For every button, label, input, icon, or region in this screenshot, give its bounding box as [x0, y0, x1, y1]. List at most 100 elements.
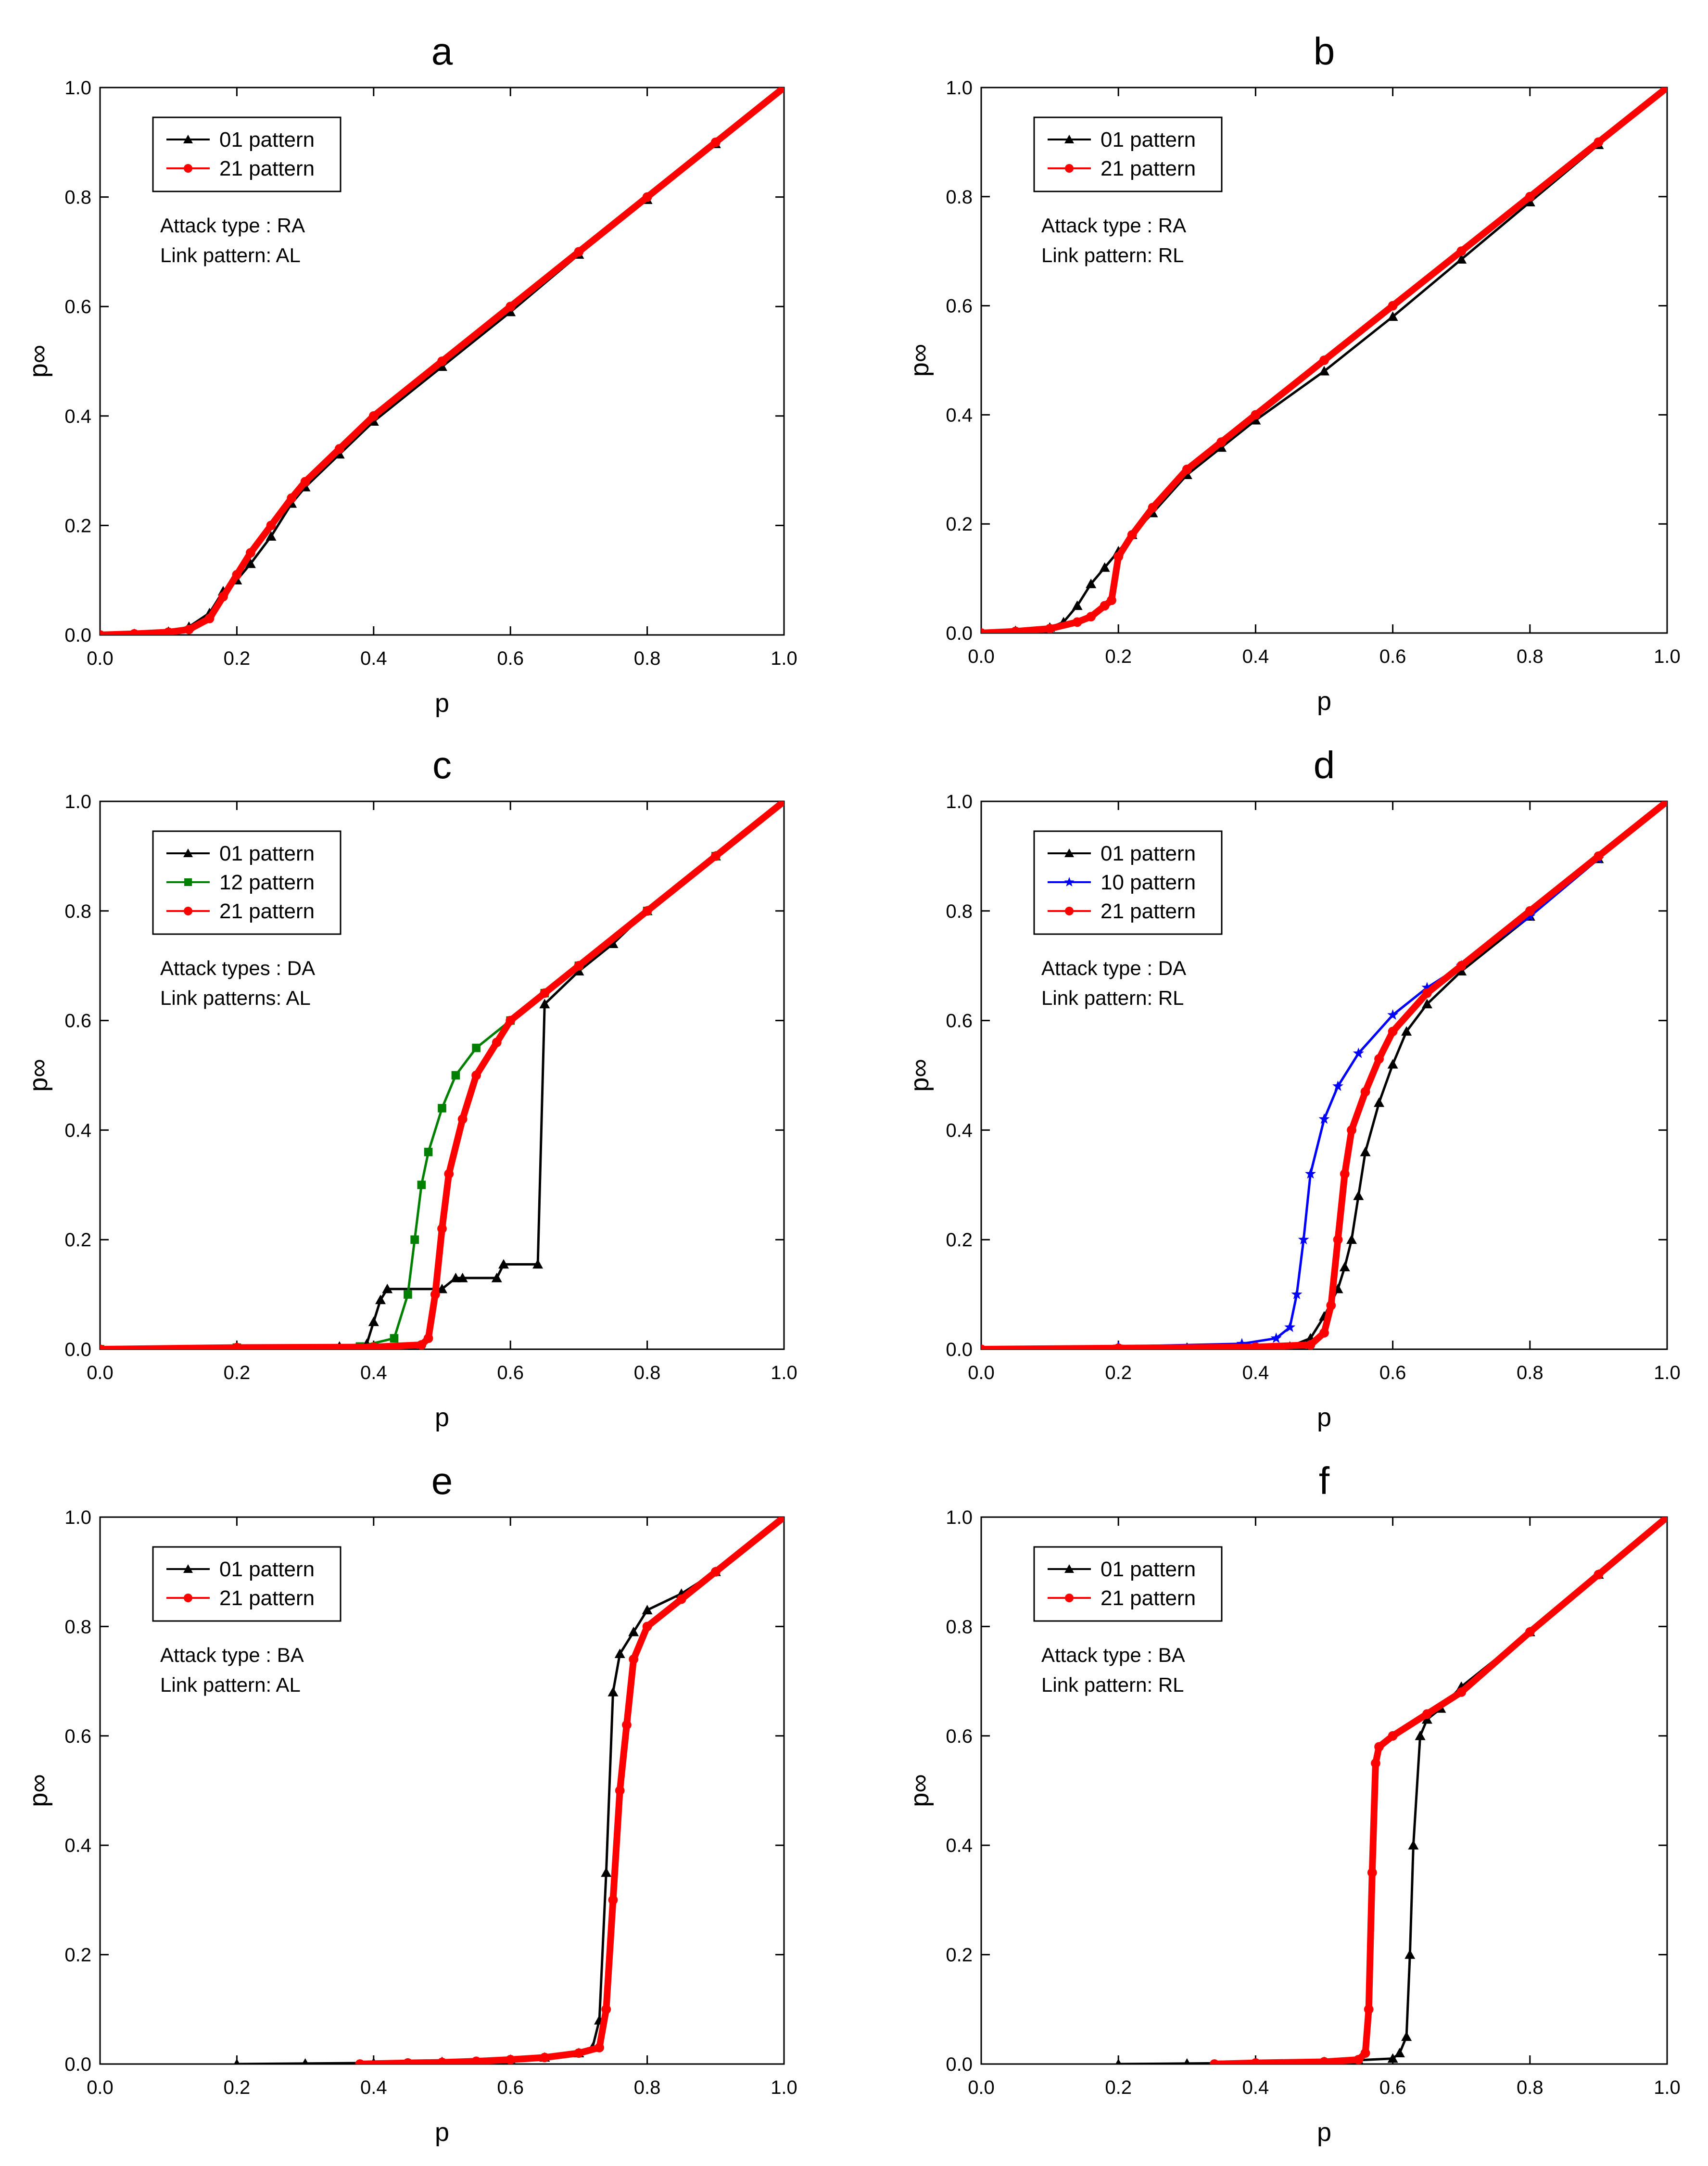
data-point [403, 2058, 413, 2064]
data-point [1525, 191, 1535, 202]
data-point [1113, 552, 1124, 562]
data-point [1387, 311, 1398, 321]
data-point [450, 1272, 461, 1282]
data-point [1456, 961, 1467, 971]
data-point [1415, 1730, 1426, 1740]
data-point [1371, 1758, 1380, 1768]
legend-marker [183, 849, 193, 857]
legend-label: 21 pattern [1101, 899, 1196, 923]
legend-label: 01 pattern [1101, 842, 1196, 865]
data-point [506, 302, 516, 312]
legend-label: 12 pattern [219, 871, 315, 894]
data-point [1115, 2059, 1122, 2064]
x-tick-label: 0.2 [1105, 646, 1132, 667]
legend-label: 01 pattern [1101, 1558, 1196, 1581]
legend-marker [184, 878, 192, 886]
data-point [1367, 1868, 1377, 1877]
data-point [710, 1567, 721, 1577]
x-tick-label: 0.2 [1105, 2077, 1132, 2098]
annotation-line: Attack type : BA [1041, 1644, 1185, 1666]
data-point [1387, 1059, 1398, 1069]
data-point [1319, 2057, 1329, 2064]
y-tick-label: 0.6 [946, 1011, 973, 1032]
data-point [457, 1272, 468, 1282]
data-point [1209, 2059, 1219, 2064]
legend: 01 pattern 10 pattern 21 pattern [1033, 830, 1223, 935]
data-point [1182, 464, 1192, 474]
data-point [1251, 1342, 1261, 1349]
panel-d: d 0.0 0.2 0.4 0.6 0.8 1.0 0.0 0.2 0.4 0.6 0.8 1.0 p p∞… [905, 744, 1681, 1432]
panel-a: a 0.0 0.2 0.4 0.6 0.8 1.0 0.0 0.2 0.4 0.6 0.8 1.0 p p∞… [24, 30, 797, 718]
data-point [1662, 1517, 1667, 1522]
data-point [437, 1283, 447, 1293]
data-point [1250, 415, 1261, 425]
legend-label: 01 pattern [1101, 128, 1196, 152]
data-point [1072, 600, 1083, 610]
x-tick-label: 0.2 [224, 648, 251, 669]
data-point [608, 1895, 618, 1905]
series-layer [100, 88, 784, 635]
legend-label: 21 pattern [219, 1586, 315, 1610]
legend: 01 pattern 21 pattern [152, 116, 342, 192]
y-tick-label: 0.8 [946, 1616, 973, 1637]
data-point [1388, 301, 1398, 311]
data-point [234, 2059, 240, 2064]
legend: 01 pattern 21 pattern [152, 1546, 342, 1622]
legend-label: 21 pattern [1101, 1586, 1196, 1610]
legend-marker [1065, 164, 1074, 173]
x-tick-label: 0.2 [1105, 1362, 1132, 1383]
data-point [492, 1038, 502, 1048]
y-tick-label: 0.6 [946, 296, 973, 317]
legend-box [1033, 1546, 1223, 1622]
data-point [573, 966, 584, 975]
y-tick-label: 0.2 [946, 1229, 973, 1251]
data-point [1421, 982, 1433, 992]
data-point [437, 361, 447, 371]
data-point [676, 1594, 686, 1604]
x-tick-label: 0.8 [1517, 646, 1544, 667]
data-point [437, 356, 447, 366]
x-tick-label: 0.6 [497, 1362, 524, 1383]
x-tick-label: 0.0 [968, 2077, 995, 2098]
y-tick-label: 1.0 [946, 1507, 973, 1528]
x-axis-label: p [1317, 1403, 1331, 1432]
data-point [498, 1259, 509, 1269]
x-axis: 0.0 0.2 0.4 0.6 0.8 1.0 [87, 88, 797, 669]
legend-label: 21 pattern [1101, 157, 1196, 180]
x-axis: 0.0 0.2 0.4 0.6 0.8 1.0 [968, 1517, 1681, 2098]
data-point [430, 1290, 440, 1300]
series-layer [1115, 1517, 1667, 2064]
data-point [1319, 1328, 1329, 1338]
series-layer [100, 801, 784, 1349]
y-tick-label: 1.0 [64, 77, 91, 99]
data-point [1100, 601, 1110, 611]
legend-box [1033, 116, 1223, 192]
data-point [1298, 1234, 1309, 1244]
y-tick-label: 1.0 [946, 791, 973, 812]
y-tick-label: 0.0 [64, 1339, 91, 1360]
annotation-line: Attack type : BA [160, 1644, 304, 1666]
panel-title: e [431, 1459, 453, 1502]
data-point [574, 2048, 584, 2058]
x-axis-label: p [435, 2118, 449, 2147]
data-point [539, 999, 550, 1009]
y-tick-label: 0.8 [946, 901, 973, 922]
data-point [1388, 1731, 1398, 1741]
y-axis-label: p∞ [24, 1774, 53, 1807]
data-point [1127, 530, 1137, 540]
data-point [423, 1333, 433, 1343]
data-point [1305, 1340, 1316, 1349]
data-point [300, 477, 310, 487]
data-point [614, 1648, 625, 1659]
data-point [622, 1720, 632, 1730]
plot-frame [980, 87, 1668, 634]
data-point [1236, 1338, 1248, 1349]
data-point [574, 961, 584, 971]
data-point [1011, 626, 1021, 633]
x-axis-label: p [435, 689, 449, 718]
y-axis-label: p∞ [905, 1059, 934, 1092]
annotation: Attack type : BA Link pattern: RL [1041, 1644, 1185, 1696]
x-tick-label: 1.0 [1654, 646, 1681, 667]
data-point [601, 1867, 612, 1877]
annotation-line: Attack type : RA [160, 214, 305, 237]
